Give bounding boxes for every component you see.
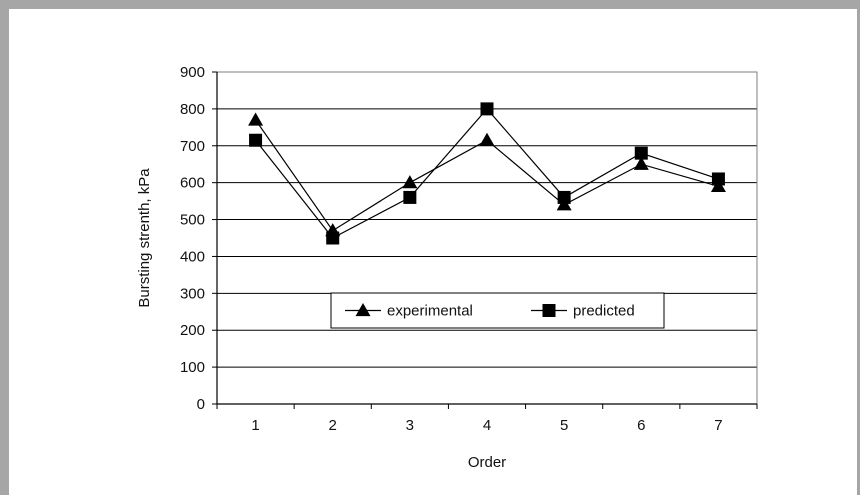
predicted-point <box>711 172 725 186</box>
legend-marker-predicted <box>542 304 556 317</box>
predicted-point <box>249 133 263 147</box>
experimental-point <box>633 156 649 170</box>
y-tick-labels: 0 100 200 300 400 500 600 700 800 900 <box>180 64 205 413</box>
predicted-point <box>326 231 340 245</box>
predicted-point <box>403 190 417 204</box>
x-tick-label: 1 <box>251 417 259 434</box>
series-experimental <box>248 112 726 237</box>
experimental-point <box>402 175 418 189</box>
plot-area <box>216 71 758 405</box>
y-tick-label: 200 <box>180 322 205 339</box>
x-tick-label: 7 <box>714 417 722 434</box>
experimental-point <box>479 132 495 146</box>
y-axis-title: Bursting strenth, kPa <box>136 168 153 308</box>
predicted-point <box>480 102 494 116</box>
line-chart: 0 100 200 300 400 500 600 700 800 900 1 2 3 4 5 6 7 Ord… <box>136 64 758 471</box>
y-tick-label: 800 <box>180 101 205 118</box>
y-tick-label: 500 <box>180 212 205 229</box>
legend-marker-experimental <box>355 303 371 317</box>
legend-label-predicted: predicted <box>573 303 635 320</box>
y-tick-label: 300 <box>180 285 205 302</box>
x-tick-label: 2 <box>329 417 337 434</box>
series-predicted <box>249 102 725 245</box>
x-tick-label: 4 <box>483 417 491 434</box>
x-tick-labels: 1 2 3 4 5 6 7 <box>251 417 722 434</box>
legend-label-experimental: experimental <box>387 303 473 320</box>
predicted-point <box>634 146 648 160</box>
axes <box>212 71 758 409</box>
x-axis-title: Order <box>468 454 506 471</box>
experimental-point <box>248 112 264 126</box>
x-tick-label: 6 <box>637 417 645 434</box>
y-tick-label: 600 <box>180 175 205 192</box>
x-tick-label: 5 <box>560 417 568 434</box>
x-tick-label: 3 <box>406 417 414 434</box>
series-layer <box>248 102 726 245</box>
legend-box <box>330 292 665 329</box>
y-tick-label: 100 <box>180 359 205 376</box>
y-tick-label: 900 <box>180 64 205 81</box>
predicted-point <box>557 190 571 204</box>
y-tick-label: 400 <box>180 248 205 265</box>
legend: experimental predicted <box>330 292 665 329</box>
y-tick-label: 0 <box>197 396 205 413</box>
y-tick-label: 700 <box>180 138 205 155</box>
